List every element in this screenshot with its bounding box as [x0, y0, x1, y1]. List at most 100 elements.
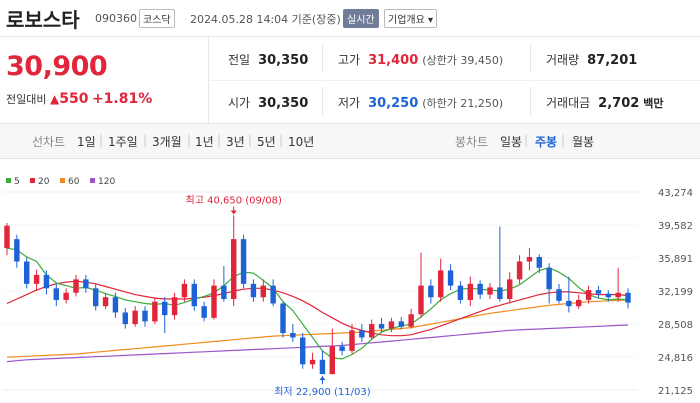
candle [625, 292, 631, 303]
candle [329, 346, 335, 375]
trade-amount: 거래대금 2,702 백만 [546, 96, 664, 111]
legend-label: 5 [14, 177, 20, 187]
candlestick-chart: 43,274 39,582 35,891 32,199 28,508 24,816 21,1… [0, 158, 700, 398]
legend-swatch [30, 178, 35, 183]
candle [615, 292, 621, 298]
legend-swatch [60, 178, 65, 183]
tab-monthly[interactable]: 월봉 [572, 135, 595, 149]
candle [477, 283, 483, 295]
candle [359, 330, 365, 338]
candle [339, 346, 345, 351]
candle [536, 257, 542, 268]
market-badge: 코스닥 [139, 9, 175, 28]
candle [201, 306, 207, 318]
candle [260, 285, 266, 298]
candle [33, 274, 40, 284]
candle [516, 261, 523, 280]
tab-1d[interactable]: 1일 [77, 135, 96, 149]
tab-1w[interactable]: 1주일 [108, 135, 138, 149]
stock-header: 로보스타 090360 코스닥 2024.05.28 14:04 기준(장중) … [0, 0, 700, 37]
candle [142, 310, 148, 322]
chevron-down-icon: ▾ [428, 15, 434, 26]
day-low: 저가 30,250 (하한가 21,250) [338, 96, 504, 111]
candle [300, 337, 306, 365]
candle [231, 239, 237, 300]
candle [102, 297, 109, 307]
candle [526, 257, 533, 262]
realtime-button[interactable]: 실시간 [343, 9, 379, 28]
candle [83, 279, 89, 289]
tab-daily[interactable]: 일봉 [500, 135, 523, 149]
up-arrow-icon: ▲ [49, 92, 60, 106]
candle [290, 333, 296, 338]
candle [63, 292, 69, 300]
tab-10y[interactable]: 10년 [288, 135, 315, 149]
tab-weekly[interactable]: 주봉 [535, 135, 558, 149]
day-high: 고가 31,400 (상한가 39,450) [338, 53, 504, 68]
volume: 거래량 87,201 [546, 53, 638, 68]
candle [280, 303, 286, 334]
candle [349, 330, 355, 351]
candle [240, 239, 247, 284]
candle [595, 290, 602, 294]
candle [428, 285, 434, 298]
candle [93, 288, 99, 307]
price-change: 전일대비 ▲550 +1.81% [6, 91, 152, 107]
low-annotation: 최저 22,900 (11/03) [274, 386, 370, 398]
candle [408, 314, 414, 327]
change-value: 550 [59, 91, 89, 107]
open-price: 시가 30,350 [228, 96, 309, 111]
legend-swatch [6, 178, 11, 183]
change-label: 전일대비 [6, 93, 47, 106]
candle [487, 287, 493, 295]
y-tick-label: 43,274 [658, 188, 693, 199]
y-tick-label: 28,508 [658, 320, 693, 331]
y-tick-label: 21,125 [658, 386, 693, 397]
candle [181, 283, 188, 298]
candle [507, 279, 513, 300]
candle [319, 359, 326, 375]
legend-label: 60 [68, 177, 80, 187]
candle [447, 270, 454, 286]
candle [566, 300, 572, 307]
candle [171, 297, 178, 316]
candle [14, 239, 20, 262]
quote-panel: 30,900 전일대비 ▲550 +1.81% 전일 30,350 고가 31,40… [0, 37, 700, 124]
tab-3y[interactable]: 3년 [226, 135, 245, 149]
current-price: 30,900 [6, 51, 108, 82]
high-arrowhead-icon [230, 210, 237, 215]
candle [73, 279, 79, 293]
line-chart-label: 선차트 [32, 135, 66, 149]
high-annotation: 최고 40,650 (09/08) [186, 194, 282, 206]
candle [24, 261, 30, 284]
y-tick-label: 39,582 [658, 221, 693, 232]
ma20-line [6, 280, 629, 337]
candle [162, 301, 168, 316]
tab-3m[interactable]: 3개월 [152, 135, 182, 149]
ma5-line [6, 247, 629, 360]
candle [585, 290, 592, 300]
candle [250, 283, 257, 298]
legend-label: 20 [38, 177, 50, 187]
candle [605, 293, 611, 298]
candle [53, 288, 59, 300]
candle [546, 267, 552, 290]
candle [309, 359, 316, 365]
corp-info-button[interactable]: 기업개요 ▾ [384, 9, 438, 28]
candle [4, 225, 10, 249]
candle [112, 297, 119, 313]
ma120-line [6, 324, 629, 363]
candle [270, 285, 276, 304]
candle [221, 285, 227, 300]
candle [398, 321, 404, 327]
candle [152, 301, 158, 322]
candle [457, 285, 464, 300]
tab-5y[interactable]: 5년 [257, 135, 276, 149]
candle [467, 283, 473, 300]
y-tick-label: 35,891 [658, 254, 693, 265]
candle [378, 324, 385, 329]
candle [388, 321, 395, 329]
quote-datetime: 2024.05.28 14:04 기준(장중) [190, 13, 341, 26]
candle [132, 310, 138, 325]
tab-1y[interactable]: 1년 [195, 135, 214, 149]
